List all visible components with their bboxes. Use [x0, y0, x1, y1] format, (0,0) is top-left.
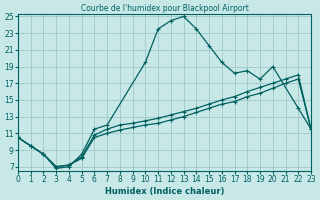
X-axis label: Humidex (Indice chaleur): Humidex (Indice chaleur) — [105, 187, 224, 196]
Title: Courbe de l'humidex pour Blackpool Airport: Courbe de l'humidex pour Blackpool Airpo… — [81, 4, 248, 13]
